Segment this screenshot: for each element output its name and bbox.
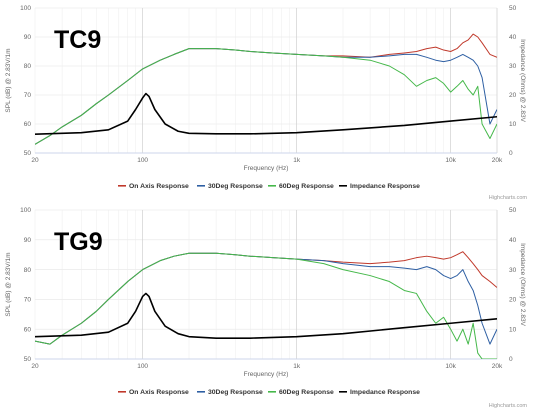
legend-label: 60Deg Response (279, 389, 334, 396)
y2-tick-label: 10 (509, 121, 517, 128)
chart-title: TC9 (54, 26, 101, 54)
legend-item[interactable]: Impedance Response (339, 389, 420, 396)
x-tick-label: 20k (492, 157, 503, 164)
legend: On Axis Response 30Deg Response 60Deg Resp… (118, 389, 420, 396)
y2-tick-label: 30 (509, 63, 517, 70)
y-tick-label: 80 (24, 267, 32, 274)
y-tick-label: 90 (24, 237, 32, 244)
x-tick-label: 10k (445, 363, 456, 370)
legend-item[interactable]: 30Deg Response (197, 389, 263, 396)
legend-item[interactable]: 30Deg Response (197, 183, 263, 190)
y2-tick-label: 50 (509, 207, 517, 214)
chart-title: TG9 (54, 228, 103, 256)
x-tick-label: 1k (293, 157, 301, 164)
y-tick-label: 80 (24, 63, 32, 70)
legend-label: On Axis Response (129, 183, 189, 190)
x-tick-label: 20 (31, 363, 39, 370)
legend-item[interactable]: Impedance Response (339, 183, 420, 190)
y2-tick-label: 50 (509, 5, 517, 12)
y-axis-title: SPL (dB) @ 2.83V/1m (5, 48, 12, 112)
series-line-60deg-response (35, 48, 497, 145)
y2-tick-label: 0 (509, 356, 513, 363)
credit-link: Highcharts.com (489, 195, 528, 201)
series-line-30deg-response (35, 252, 497, 345)
y-tick-label: 70 (24, 297, 32, 304)
y2-tick-label: 10 (509, 326, 517, 333)
y2-tick-label: 0 (509, 150, 513, 157)
x-tick-label: 100 (137, 157, 148, 164)
y2-tick-label: 40 (509, 237, 517, 244)
y-tick-label: 90 (24, 34, 32, 41)
x-tick-label: 10k (445, 157, 456, 164)
legend-label: 60Deg Response (279, 183, 334, 190)
y2-axis-title: Impedance (Ohms) @ 2.83V (519, 243, 526, 326)
y-tick-label: 70 (24, 92, 32, 99)
series-line-impedance-response (35, 92, 497, 135)
legend-label: On Axis Response (129, 389, 189, 396)
x-tick-label: 1k (293, 363, 301, 370)
y-tick-label: 100 (20, 207, 31, 214)
y2-tick-label: 20 (509, 92, 517, 99)
series-line-impedance-response (35, 292, 497, 339)
y-tick-label: 50 (24, 150, 32, 157)
legend-label: Impedance Response (350, 183, 420, 190)
y2-axis-title: Impedance (Ohms) @ 2.83V (519, 39, 526, 122)
x-tick-label: 20 (31, 157, 39, 164)
legend-item[interactable]: 60Deg Response (268, 389, 334, 396)
y-tick-label: 100 (20, 5, 31, 12)
x-axis-title: Frequency (Hz) (244, 165, 289, 172)
legend-label: 30Deg Response (208, 389, 263, 396)
y-tick-label: 50 (24, 356, 32, 363)
y2-tick-label: 20 (509, 297, 517, 304)
series-line-on-axis-response (35, 251, 497, 345)
x-tick-label: 100 (137, 363, 148, 370)
legend-item[interactable]: 60Deg Response (268, 183, 334, 190)
legend-item[interactable]: On Axis Response (118, 389, 189, 396)
legend-label: 30Deg Response (208, 183, 263, 190)
series-line-on-axis-response (35, 33, 497, 145)
legend-item[interactable]: On Axis Response (118, 183, 189, 190)
x-tick-label: 20k (492, 363, 503, 370)
credit-link: Highcharts.com (489, 403, 528, 409)
y2-tick-label: 30 (509, 267, 517, 274)
legend-label: Impedance Response (350, 389, 420, 396)
y-tick-label: 60 (24, 121, 32, 128)
y-axis-title: SPL (dB) @ 2.83V/1m (5, 252, 12, 316)
y-tick-label: 60 (24, 326, 32, 333)
x-axis-title: Frequency (Hz) (244, 371, 289, 378)
series-line-60deg-response (35, 252, 497, 359)
legend: On Axis Response 30Deg Response 60Deg Resp… (118, 183, 420, 190)
y2-tick-label: 40 (509, 34, 517, 41)
